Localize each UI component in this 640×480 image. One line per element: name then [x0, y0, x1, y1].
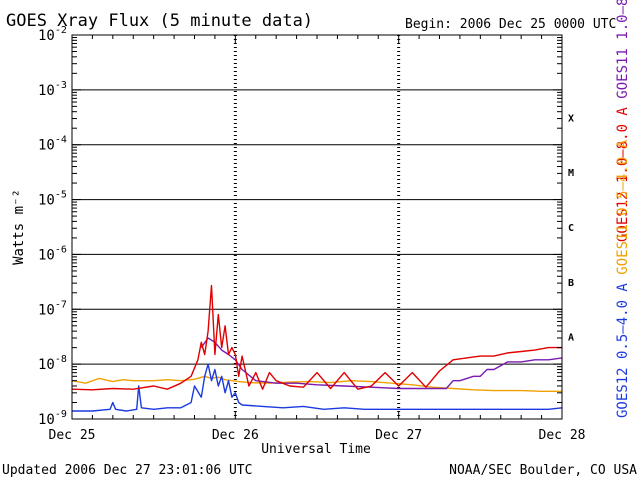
y-tick-exponent: -7: [55, 299, 67, 310]
flare-class-label: M: [568, 168, 574, 179]
begin-time: Begin: 2006 Dec 25 0000 UTC: [405, 17, 616, 32]
y-tick-exponent: -3: [55, 80, 67, 91]
flare-class-label: C: [568, 223, 574, 234]
x-axis-label: Universal Time: [261, 442, 371, 457]
x-axis-tick-labels: Dec 25 Dec 26 Dec 27 Dec 28: [49, 428, 586, 443]
series-layer: [71, 284, 563, 412]
series-line-1: [72, 363, 563, 412]
legend: GOES12 1.0–8.0 A GOES11 1.0–8.0 AGOES12 …: [615, 0, 631, 418]
flare-class-label: A: [568, 333, 574, 344]
legend-entry: GOES12 1.0–8.0 A: [615, 107, 631, 242]
flare-class-label: X: [568, 113, 574, 124]
x-tick-label: Dec 25: [49, 428, 96, 443]
y-tick-label: 10-7: [38, 299, 67, 318]
axis-ticks: [71, 34, 563, 420]
x-tick-label: Dec 26: [212, 428, 259, 443]
series-line-3: [71, 284, 562, 391]
series-line-0: [71, 375, 562, 392]
grid-lines: [72, 35, 562, 419]
y-axis-label: Watts m⁻²: [11, 189, 27, 265]
credit-text: NOAA/SEC Boulder, CO USA: [449, 463, 637, 478]
y-tick-label: 10-9: [38, 409, 67, 428]
y-tick-label: 10-8: [38, 354, 67, 373]
y-tick-label: 10-5: [38, 190, 67, 209]
x-tick-label: Dec 27: [375, 428, 422, 443]
y-tick-exponent: -8: [55, 354, 67, 365]
legend-upper: GOES12 1.0–8.0 A GOES11 1.0–8.0 A: [615, 0, 631, 242]
y-tick-exponent: -2: [55, 25, 67, 36]
chart-title: GOES Xray Flux (5 minute data): [6, 11, 313, 31]
y-tick-exponent: -4: [55, 135, 67, 146]
plot-frame: [71, 34, 563, 420]
y-axis-tick-labels: 10-9 10-8 10-7 10-6 10-5 10-4 10-3 10-2: [38, 25, 67, 428]
legend-entry: GOES11 1.0–8.0 A: [615, 0, 631, 107]
y-tick-exponent: -9: [55, 409, 67, 420]
legend-upper-text: GOES12 1.0–8.0 A GOES11 1.0–8.0 A: [615, 0, 631, 242]
y-tick-exponent: -5: [55, 190, 67, 201]
y-tick-label: 10-4: [38, 135, 67, 154]
y-tick-label: 10-3: [38, 80, 67, 99]
x-tick-label: Dec 28: [539, 428, 586, 443]
series-line-2: [200, 337, 563, 390]
legend-lower-text: GOES12 0.5–4.0 A GOES11 0.5–4.0 A: [615, 139, 631, 418]
y-tick-exponent: -6: [55, 244, 67, 255]
updated-timestamp: Updated 2006 Dec 27 23:01:06 UTC: [2, 463, 252, 478]
flare-class-label: B: [568, 278, 574, 289]
legend-entry: GOES12 0.5–4.0 A: [615, 283, 631, 418]
legend-entry: GOES11 0.5–4.0 A: [615, 139, 631, 283]
y-tick-label: 10-2: [38, 25, 67, 44]
flare-class-labels: A B C M X: [568, 113, 574, 343]
y-tick-label: 10-6: [38, 244, 67, 263]
legend-lower: GOES12 0.5–4.0 A GOES11 0.5–4.0 A: [615, 139, 631, 418]
